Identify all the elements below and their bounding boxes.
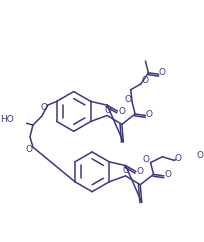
Text: O: O <box>159 68 166 77</box>
Text: O: O <box>143 155 150 164</box>
Text: HO: HO <box>0 115 14 124</box>
Text: O: O <box>196 151 203 160</box>
Text: O: O <box>104 106 111 115</box>
Text: O: O <box>137 167 144 176</box>
Text: O: O <box>141 76 148 85</box>
Text: O: O <box>164 170 171 179</box>
Text: O: O <box>123 166 130 175</box>
Text: O: O <box>124 95 131 104</box>
Text: O: O <box>146 109 153 119</box>
Text: O: O <box>25 145 32 154</box>
Text: O: O <box>40 103 48 112</box>
Text: O: O <box>118 106 125 116</box>
Text: O: O <box>174 154 181 163</box>
